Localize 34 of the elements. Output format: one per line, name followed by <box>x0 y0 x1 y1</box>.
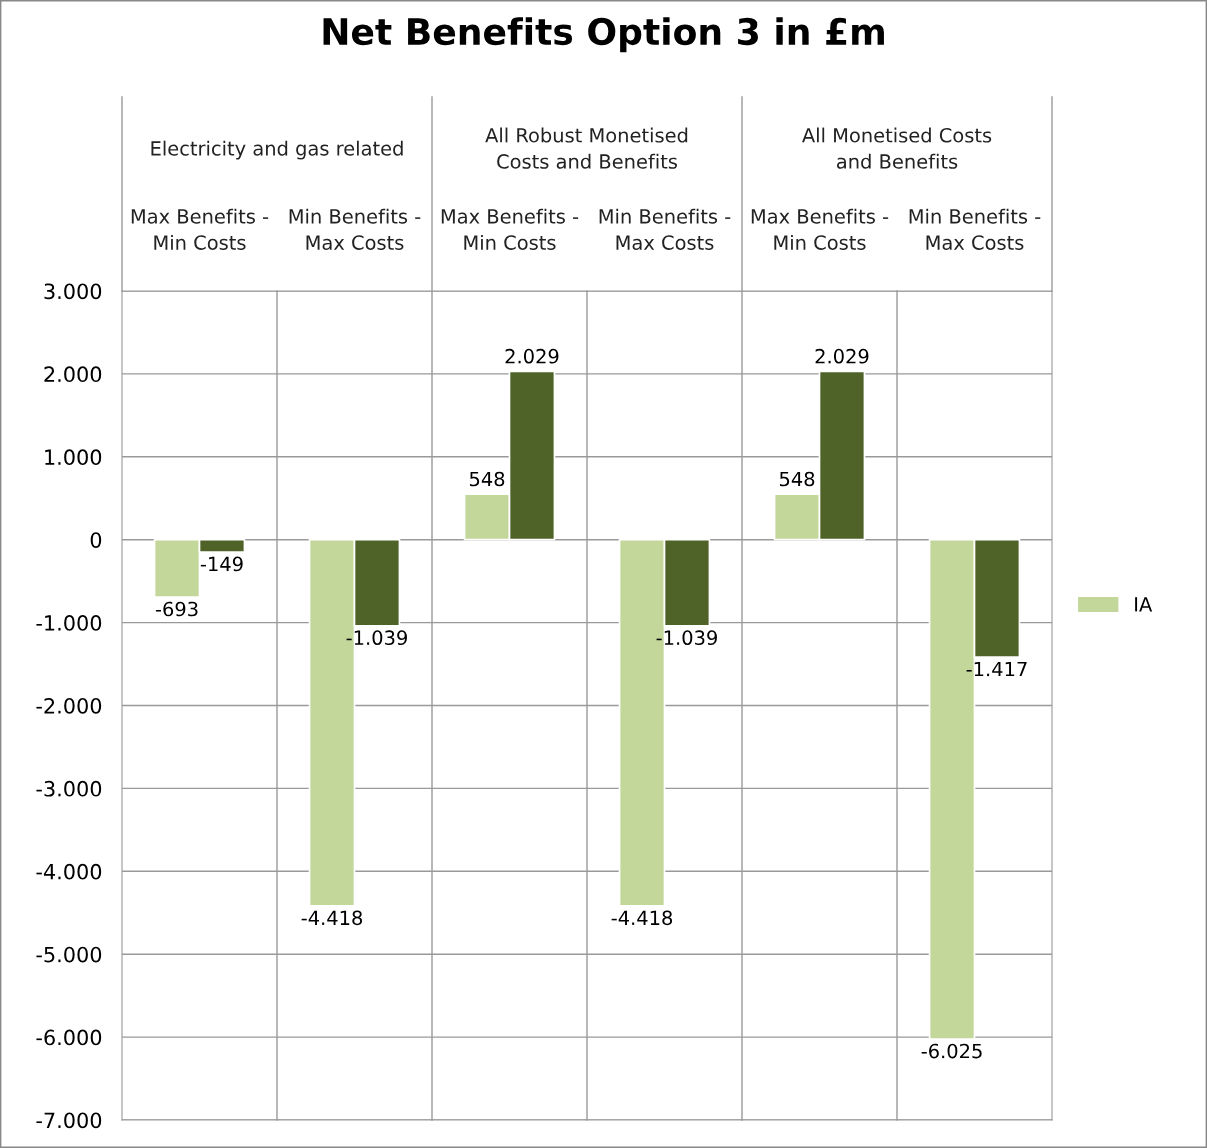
y-tick-label: -3.000 <box>36 780 102 797</box>
y-tick-label: -6.000 <box>36 1029 102 1046</box>
y-tick-label: -2.000 <box>36 697 102 714</box>
data-label: 548 <box>469 471 505 487</box>
chart-title: Net Benefits Option 3 in £m <box>323 17 884 53</box>
text: All Robust Monetised Costs and Benefits <box>485 127 688 169</box>
data-label: -1.039 <box>346 630 407 646</box>
y-tick-label: 3.000 <box>44 283 102 300</box>
data-label: -149 <box>200 556 243 572</box>
y-tick-label: -5.000 <box>36 946 102 963</box>
x-tick-label: Min Benefits - Max Costs <box>289 208 421 250</box>
x-tick-label: Max Benefits - Min Costs <box>441 208 579 250</box>
data-label: -4.418 <box>611 910 673 926</box>
x-tick-label: Max Benefits - Min Costs <box>131 208 269 250</box>
y-tick-label: 2.000 <box>44 366 102 383</box>
y-tick-label: -4.000 <box>36 863 102 880</box>
legend-label: IA <box>1135 597 1153 612</box>
data-label: -1.417 <box>966 661 1027 677</box>
data-label: -693 <box>155 601 198 617</box>
data-label: -4.418 <box>301 910 363 926</box>
data-label: -6.025 <box>921 1043 982 1059</box>
data-label: 2.029 <box>815 348 869 364</box>
y-tick-label: -7.000 <box>36 1112 102 1129</box>
text: All Monetised Costs and Benefits <box>802 127 992 169</box>
y-tick-label: 0 <box>90 532 102 548</box>
x-tick-label: Min Benefits - Max Costs <box>599 208 731 250</box>
data-label: -1.039 <box>656 630 717 646</box>
x-tick-label: Min Benefits - Max Costs <box>909 208 1041 250</box>
x-tick-label: Max Benefits - Min Costs <box>751 208 889 250</box>
y-tick-label: -1.000 <box>36 615 102 631</box>
data-label: 548 <box>779 471 815 487</box>
text: Electricity and gas related <box>151 140 403 160</box>
data-label: 2.029 <box>505 348 559 364</box>
y-tick-label: 1.000 <box>45 449 102 466</box>
